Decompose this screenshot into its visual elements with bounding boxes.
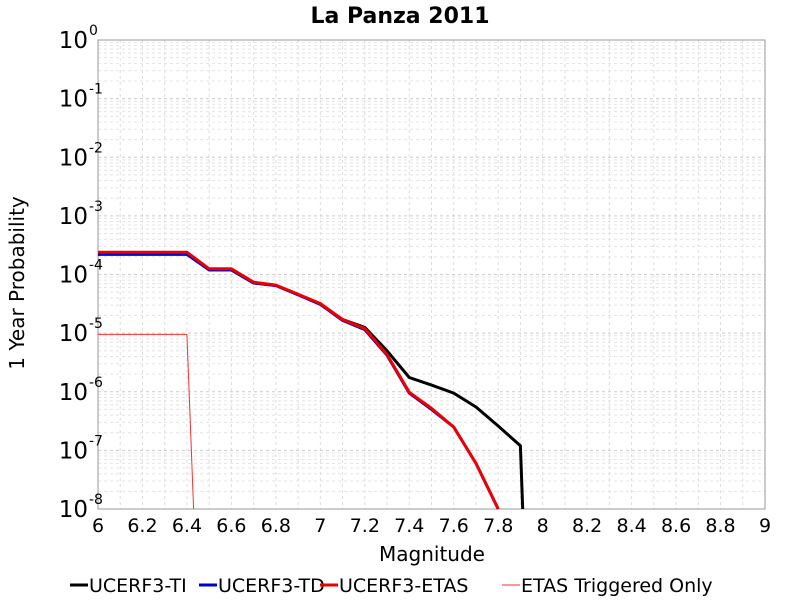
y-tick-base: 10 (59, 28, 88, 54)
legend-item: UCERF3-ETAS (320, 575, 468, 597)
x-tick-label: 6.8 (261, 515, 291, 537)
legend-label: UCERF3-ETAS (339, 575, 468, 597)
x-tick-label: 7.4 (394, 515, 424, 537)
y-tick-base: 10 (59, 145, 88, 171)
y-tick-base: 10 (59, 321, 88, 347)
y-tick-exponent: -2 (89, 140, 103, 156)
legend-label: UCERF3-TD (218, 575, 325, 597)
x-tick-label: 8.8 (705, 515, 735, 537)
series-line-etas-triggered-only (98, 333, 195, 510)
y-tick-label: 10 -7 (59, 433, 103, 464)
x-tick-label: 7.6 (439, 515, 469, 537)
y-tick-exponent: -8 (89, 492, 103, 508)
x-tick-label: 6.6 (216, 515, 246, 537)
x-tick-label: 8 (537, 515, 549, 537)
chart-title: La Panza 2011 (310, 4, 489, 29)
plot-area (97, 39, 766, 510)
x-tick-label: 9 (759, 515, 771, 537)
legend-item: UCERF3-TI (70, 575, 187, 597)
legend-item: ETAS Triggered Only (502, 575, 713, 597)
x-tick-label: 6.4 (172, 515, 202, 537)
x-tick-label: 7.2 (350, 515, 380, 537)
y-tick-label: 10 0 (59, 23, 98, 54)
series-layer (98, 250, 525, 510)
y-tick-exponent: -1 (89, 82, 103, 98)
y-tick-base: 10 (59, 380, 88, 406)
y-tick-label: 10 -1 (59, 82, 103, 113)
x-tick-label: 8.4 (616, 515, 646, 537)
y-tick-label: 10 -6 (59, 375, 103, 406)
x-tick-label: 6 (92, 515, 104, 537)
y-tick-base: 10 (59, 87, 88, 113)
y-tick-exponent: -4 (89, 258, 103, 274)
x-tick-label: 6.2 (127, 515, 157, 537)
x-axis-label: Magnitude (379, 542, 485, 566)
y-tick-exponent: 0 (89, 23, 98, 39)
y-tick-label: 10 -3 (59, 199, 103, 230)
y-tick-label: 10 -5 (59, 316, 103, 347)
y-tick-exponent: -6 (89, 375, 103, 391)
y-tick-base: 10 (59, 438, 88, 464)
y-tick-label: 10 -2 (59, 140, 103, 171)
legend-label: ETAS Triggered Only (521, 575, 713, 597)
x-axis-ticks: 6 6.2 6.4 6.6 6.8 7 7.2 7.4 7.6 7.8 8 8.2 8.4 8.6 8.8 9 (92, 515, 771, 537)
x-tick-label: 7.8 (483, 515, 513, 537)
legend: UCERF3-TI UCERF3-TD UCERF3-ETAS ETAS Trigge… (70, 575, 713, 597)
y-tick-exponent: -5 (89, 316, 103, 332)
y-tick-base: 10 (59, 204, 88, 230)
series-line-ucerf3-etas (98, 250, 500, 510)
legend-item: UCERF3-TD (199, 575, 325, 597)
y-tick-label: 10 -4 (59, 258, 103, 289)
x-tick-label: 8.2 (572, 515, 602, 537)
x-tick-label: 7 (314, 515, 326, 537)
y-tick-exponent: -7 (89, 433, 103, 449)
legend-label: UCERF3-TI (89, 575, 187, 597)
grid (97, 40, 766, 510)
y-tick-base: 10 (59, 263, 88, 289)
y-tick-label: 10 -8 (59, 492, 103, 523)
y-tick-exponent: -3 (89, 199, 103, 215)
y-axis-label: 1 Year Probability (5, 196, 29, 370)
x-tick-label: 8.6 (661, 515, 691, 537)
y-tick-base: 10 (59, 497, 88, 523)
